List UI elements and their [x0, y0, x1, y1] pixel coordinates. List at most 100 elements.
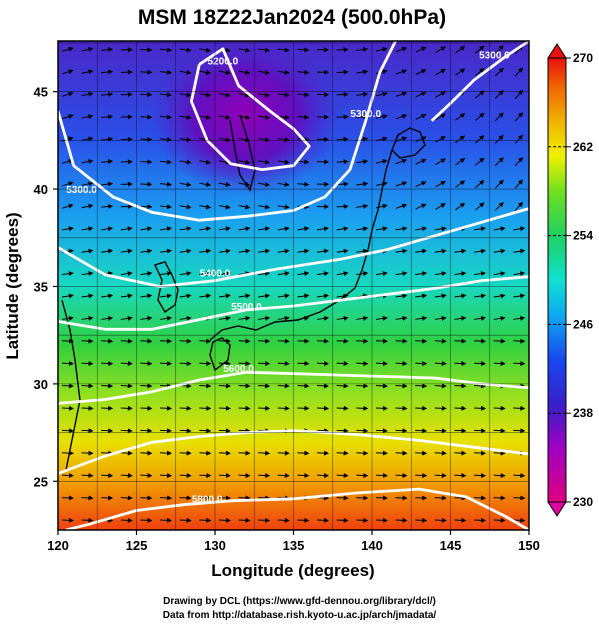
wind-arrow [474, 428, 487, 434]
wind-arrow [454, 338, 467, 344]
wind-arrow [62, 114, 74, 120]
wind-arrow [415, 473, 428, 479]
wind-arrow [434, 226, 447, 232]
wind-arrow [238, 473, 251, 479]
footer-credit-data: Data from http://database.rish.kyoto-u.a… [162, 610, 437, 621]
wind-arrow [218, 293, 231, 299]
wind-arrow [435, 203, 446, 210]
wind-arrow [474, 338, 487, 344]
wind-arrow [317, 271, 329, 277]
wind-arrow [61, 338, 74, 344]
wind-arrow [120, 495, 133, 501]
wind-arrow [160, 159, 173, 165]
wind-arrow [199, 450, 212, 456]
wind-arrow [120, 361, 133, 367]
wind-arrow [277, 338, 290, 344]
wind-arrow [120, 248, 133, 254]
wind-arrow [336, 69, 349, 75]
wind-arrow [317, 338, 330, 344]
wind-arrow [434, 293, 447, 299]
wind-arrow [258, 473, 271, 479]
wind-arrow [494, 202, 504, 211]
wind-arrow [61, 517, 74, 523]
wind-arrow [415, 136, 427, 143]
wind-arrow [81, 361, 94, 367]
wind-arrow [258, 226, 271, 232]
wind-arrow [258, 181, 271, 187]
wind-arrow [160, 473, 173, 479]
contour-label: 5800.0 [192, 495, 223, 506]
wind-arrow [336, 405, 349, 411]
wind-arrow [434, 405, 447, 411]
wind-arrow [493, 428, 506, 434]
wind-arrow [160, 114, 173, 120]
wind-arrow [493, 293, 506, 299]
wind-arrow [336, 517, 349, 523]
wind-arrow [336, 450, 349, 456]
wind-arrow [375, 473, 388, 479]
wind-arrow [61, 361, 74, 367]
wind-arrow [297, 293, 310, 299]
wind-arrow [297, 473, 310, 479]
wind-arrow [218, 517, 231, 523]
wind-arrow [297, 338, 310, 344]
wind-arrow [258, 405, 271, 411]
footer-credit-dcl: Drawing by DCL (https://www.gfd-dennou.o… [163, 596, 436, 607]
wind-arrow [474, 271, 486, 277]
wind-arrow [238, 315, 251, 321]
wind-arrow [454, 361, 467, 367]
wind-arrow [514, 157, 524, 167]
wind-arrow [81, 517, 94, 523]
wind-arrow [199, 248, 212, 254]
wind-arrow [474, 361, 487, 367]
wind-arrow [494, 45, 504, 54]
wind-arrow [101, 91, 114, 97]
wind-arrow [297, 405, 310, 411]
wind-arrow [277, 473, 290, 479]
wind-arrow [297, 450, 310, 456]
wind-arrow [101, 47, 114, 53]
wind-arrow [415, 69, 427, 75]
wind-arrow [395, 293, 408, 299]
wind-arrow [140, 450, 153, 456]
wind-vectors [61, 44, 526, 523]
wind-arrow [218, 450, 231, 456]
x-axis-ticks: 120 125 130 135 140 145 150 [47, 530, 540, 553]
wind-arrow [415, 158, 427, 165]
wind-arrow [179, 315, 192, 321]
wind-arrow [474, 495, 487, 501]
y-tick-label: 45 [34, 85, 48, 100]
wind-arrow [140, 517, 153, 523]
wind-arrow [297, 181, 310, 187]
wind-arrow [395, 226, 408, 232]
wind-arrow [160, 517, 173, 523]
wind-arrow [475, 135, 485, 144]
wind-arrow [120, 450, 133, 456]
wind-arrow [395, 517, 408, 523]
wind-arrow [375, 383, 388, 389]
wind-arrow [454, 315, 467, 321]
wind-arrow [474, 248, 486, 254]
wind-arrow [101, 428, 114, 434]
wind-arrow [258, 495, 271, 501]
wind-arrow [81, 338, 94, 344]
wind-arrow [454, 450, 467, 456]
wind-arrow [199, 428, 212, 434]
wind-arrow [62, 203, 74, 209]
wind-arrow [258, 92, 271, 98]
wind-arrow [356, 361, 369, 367]
wind-arrow [179, 450, 192, 456]
wind-arrow [356, 181, 369, 187]
wind-arrow [454, 383, 467, 389]
honshu-coast [209, 149, 393, 341]
wind-arrow [513, 473, 526, 479]
wind-arrow [375, 517, 388, 523]
plot-area: 5200.05300.05300.05300.05400.05500.05600… [58, 41, 529, 530]
wind-arrow [277, 248, 290, 254]
wind-arrow [199, 159, 212, 165]
wind-arrow [120, 271, 133, 277]
wind-arrow [434, 315, 447, 321]
wind-arrow [218, 70, 231, 75]
contour-label: 5300.0 [479, 51, 510, 62]
